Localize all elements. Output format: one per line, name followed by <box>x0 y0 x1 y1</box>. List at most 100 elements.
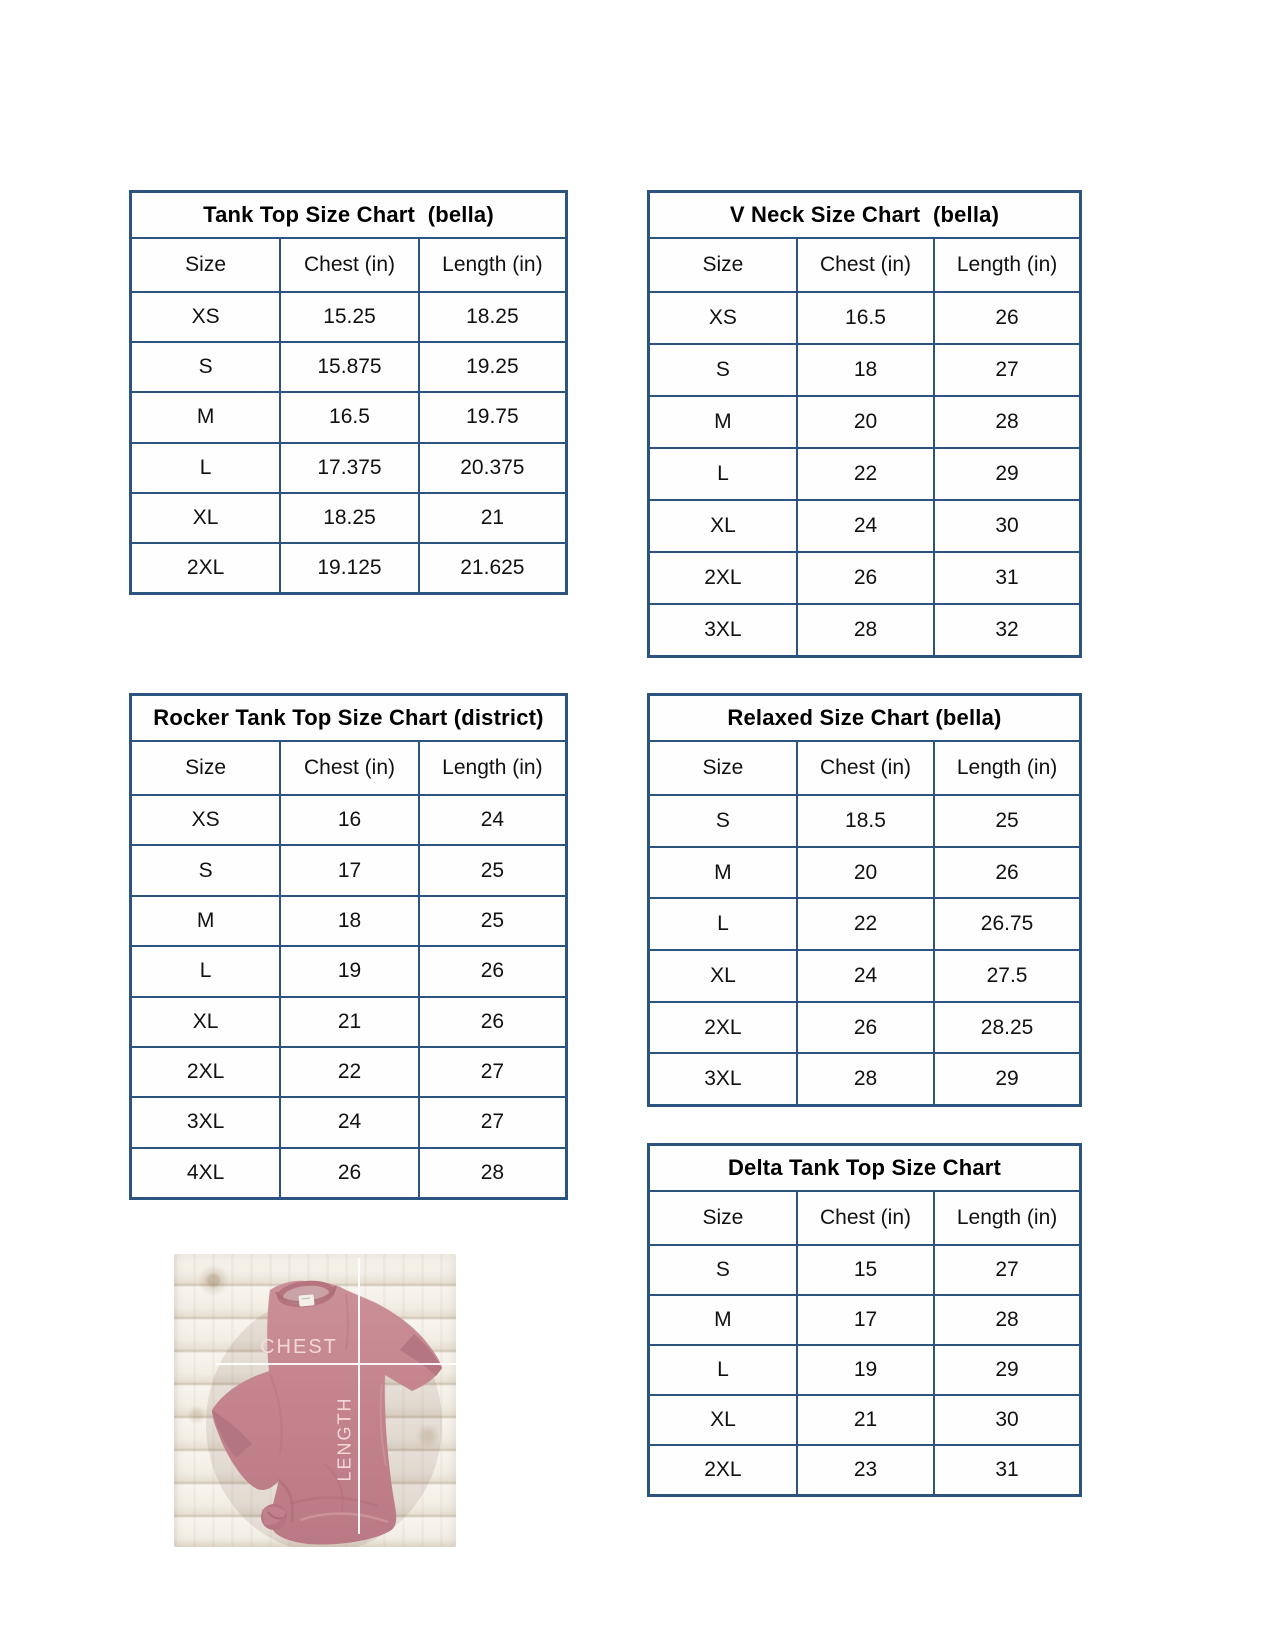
table-cell: 16.5 <box>795 293 933 343</box>
table-cell: 19.125 <box>279 543 418 593</box>
table-cell: 21 <box>279 997 418 1046</box>
table-cell: 26 <box>933 293 1079 343</box>
table-title: Tank Top Size Chart (bella) <box>132 193 565 239</box>
table-cell: 27 <box>933 1246 1079 1294</box>
column-header: Length (in) <box>933 1192 1079 1244</box>
table-cell: XL <box>192 1009 219 1033</box>
table-row: L 22 26.75 <box>650 897 1079 950</box>
v-neck-size-chart-table: V Neck Size Chart (bella) Size Chest (in) L… <box>647 190 1082 658</box>
table-cell: 31 <box>933 1446 1079 1494</box>
table-cell: XS <box>191 808 220 832</box>
table-cell: M <box>196 908 215 932</box>
table-row: M 20 26 <box>650 845 1079 898</box>
table-cell: XL <box>192 505 219 529</box>
table-cell: 28 <box>933 1296 1079 1344</box>
table-cell: L <box>717 462 729 485</box>
table-cell: 17.375 <box>279 443 418 492</box>
table-row: L 22 29 <box>650 447 1079 499</box>
table-cell: 18.25 <box>417 293 565 342</box>
table-cell: 24 <box>795 501 933 551</box>
table-cell: 25 <box>417 846 565 895</box>
table-row: M 16.5 19.75 <box>132 391 565 442</box>
table-cell: XS <box>191 305 220 329</box>
table-row: XS 16 24 <box>132 794 565 845</box>
table-cell: 2XL <box>704 1015 742 1039</box>
table-cell: 19 <box>279 947 418 996</box>
table-cell: 2XL <box>704 1458 742 1481</box>
table-cell: XL <box>710 963 736 987</box>
table-cell: L <box>717 1358 729 1381</box>
table-cell: 25 <box>417 896 565 946</box>
table-cell: 15.875 <box>279 343 418 392</box>
table-cell: S <box>715 808 730 832</box>
table-cell: 24 <box>417 796 565 845</box>
column-header: Chest (in) <box>795 1192 933 1244</box>
column-header: Chest (in) <box>279 742 418 794</box>
table-cell: 29 <box>933 1346 1079 1394</box>
column-header: Size <box>185 253 227 276</box>
table-row: 3XL 28 29 <box>650 1052 1079 1105</box>
table-cell: 29 <box>933 449 1079 499</box>
table-row: L 19 26 <box>132 945 565 996</box>
table-cell: S <box>715 358 730 381</box>
table-row: 2XL 22 27 <box>132 1045 565 1097</box>
chest-label: CHEST <box>260 1336 338 1358</box>
table-cell: 27 <box>933 345 1079 395</box>
table-cell: 18.5 <box>795 796 933 846</box>
table-cell: 17 <box>795 1296 933 1344</box>
table-row: L 17.375 20.375 <box>132 441 565 492</box>
table-cell: 28 <box>795 605 933 655</box>
table-cell: 4XL <box>186 1160 225 1184</box>
table-row: 2XL 26 31 <box>650 551 1079 603</box>
table-title: V Neck Size Chart (bella) <box>650 193 1079 239</box>
table-cell: S <box>198 355 213 379</box>
table-cell: M <box>196 405 215 429</box>
table-row: XL 24 30 <box>650 499 1079 551</box>
table-row: XL 24 27.5 <box>650 949 1079 1001</box>
table-cell: M <box>714 410 732 433</box>
column-header: Length (in) <box>417 742 565 794</box>
length-label: LENGTH <box>334 1396 355 1482</box>
column-header: Size <box>702 1206 744 1229</box>
table-cell: 26 <box>279 1148 418 1197</box>
delta-tank-top-size-chart-table: Delta Tank Top Size Chart Size Chest (in) L… <box>647 1143 1082 1497</box>
table-cell: 31 <box>933 553 1079 603</box>
table-cell: 22 <box>795 449 933 499</box>
header-row: Size Chest (in) Length (in) <box>132 742 565 794</box>
header-row: Size Chest (in) Length (in) <box>650 239 1079 291</box>
header-row: Size Chest (in) Length (in) <box>132 239 565 291</box>
table-row: S 15 27 <box>650 1244 1079 1294</box>
table-cell: 21 <box>795 1396 933 1444</box>
table-cell: 18 <box>795 345 933 395</box>
table-row: XS 16.5 26 <box>650 291 1079 343</box>
column-header: Length (in) <box>933 742 1079 794</box>
table-cell: M <box>714 860 732 884</box>
table-cell: 28 <box>933 397 1079 447</box>
shirt-measurement-photo: CHEST LENGTH <box>174 1254 456 1547</box>
table-cell: 3XL <box>704 618 742 641</box>
table-cell: 21 <box>417 493 565 542</box>
table-cell: 26.75 <box>933 899 1079 950</box>
table-cell: XS <box>708 306 737 329</box>
table-title: Rocker Tank Top Size Chart (district) <box>132 696 565 742</box>
table-cell: 16 <box>279 796 418 845</box>
table-cell: 30 <box>933 501 1079 551</box>
table-cell: 29 <box>933 1054 1079 1105</box>
table-cell: 32 <box>933 605 1079 655</box>
table-cell: 26 <box>795 553 933 603</box>
column-header: Length (in) <box>933 239 1079 291</box>
table-title: Delta Tank Top Size Chart <box>650 1146 1079 1192</box>
table-cell: L <box>199 959 212 983</box>
table-row: M 17 28 <box>650 1294 1079 1344</box>
chest-measurement-line <box>216 1363 456 1365</box>
table-cell: 24 <box>795 951 933 1001</box>
table-cell: 18.25 <box>279 493 418 542</box>
tank-top-size-chart-table: Tank Top Size Chart (bella) Size Chest (in… <box>129 190 568 595</box>
table-row: 2XL 26 28.25 <box>650 1000 1079 1053</box>
table-cell: 22 <box>279 1047 418 1097</box>
table-cell: 20 <box>795 847 933 898</box>
table-row: 2XL 19.125 21.625 <box>132 541 565 593</box>
table-cell: S <box>715 1258 730 1281</box>
table-cell: 26 <box>417 997 565 1046</box>
